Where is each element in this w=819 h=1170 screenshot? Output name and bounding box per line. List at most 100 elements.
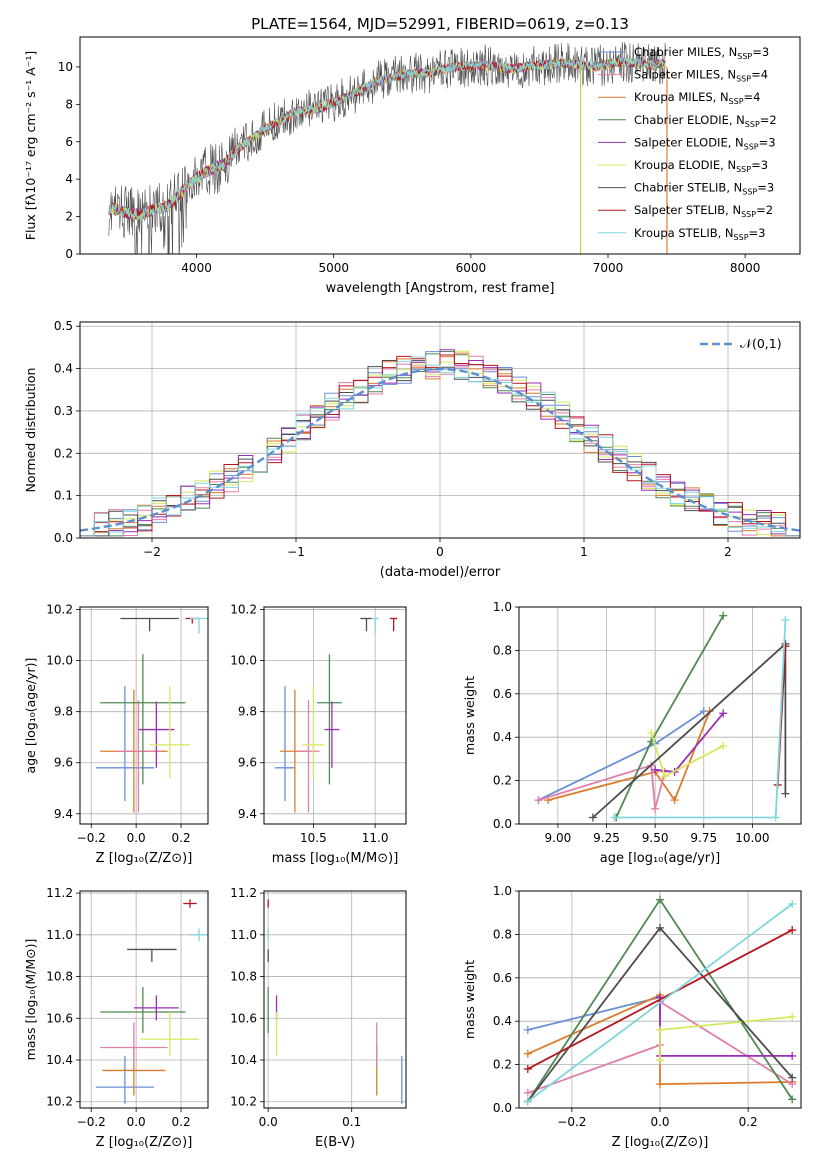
- x-tick-label: 0.0: [650, 1115, 669, 1129]
- y-axis-label: Normed distribution: [23, 368, 38, 493]
- weight-line-pink: [538, 764, 666, 810]
- histogram-step-red: [80, 354, 800, 537]
- weight_vs_Z-plot-area: [523, 895, 797, 1106]
- axes-frame: [518, 606, 802, 825]
- weight-marker: [788, 1073, 797, 1082]
- x-tick-label: 9.25: [593, 831, 620, 845]
- y-tick-label: 10.2: [230, 1095, 257, 1109]
- y-tick-label: 10.0: [46, 654, 73, 668]
- weight-marker: [719, 611, 728, 620]
- spectrum-panel: 4000 5000 6000 7000 8000 0 2 4 6 8 10 wavelength [A…: [23, 36, 801, 296]
- y-tick-label: 0.2: [54, 446, 73, 460]
- x-tick-label: 5000: [318, 261, 349, 275]
- y-tick-label: 11.0: [46, 928, 73, 942]
- legend-label: Chabrier ELODIE, NSSP=2: [634, 113, 777, 129]
- y-tick-label: 0.0: [493, 817, 512, 831]
- y-tick-label: 11.2: [46, 886, 73, 900]
- y-tick-label: 0.8: [493, 927, 512, 941]
- errorbar-point-green: [100, 654, 186, 785]
- errorbar-point-green: [317, 654, 342, 785]
- y-tick-label: 0.1: [54, 489, 73, 503]
- y-tick-label: 9.4: [54, 807, 73, 821]
- x-axis-label: E(B-V): [315, 1135, 355, 1150]
- errorbar-point-yellow: [140, 1012, 200, 1056]
- x-tick-label: 0.2: [172, 831, 191, 845]
- x-tick-label: 9.75: [690, 831, 717, 845]
- weight-marker: [523, 1088, 532, 1097]
- x-tick-label: 0: [436, 545, 444, 559]
- legend-label: Salpeter ELODIE, NSSP=3: [634, 135, 776, 151]
- y-tick-label: 0.5: [54, 319, 73, 333]
- x-tick-label: 8000: [730, 261, 761, 275]
- errorbar-point-yellow: [302, 686, 325, 779]
- y-axis-label: mass weight: [462, 960, 477, 1039]
- x-axis-label: mass [log₁₀(M/M⊙)]: [272, 851, 399, 866]
- weight-marker: [588, 813, 597, 822]
- errorbar-point-pink: [100, 1022, 168, 1067]
- weight-marker: [523, 1049, 532, 1058]
- axes-frame: [518, 890, 802, 1109]
- age_vs_Z-plot-area: [95, 617, 208, 813]
- y-tick-label: 0.6: [493, 687, 512, 701]
- y-tick-label: 0.4: [54, 362, 73, 376]
- weight-marker: [781, 789, 790, 798]
- y-axis-label: mass [log₁₀(M/M⊙)]: [23, 939, 38, 1061]
- y-axis-label: age [log₁₀(age/yr)]: [23, 658, 38, 774]
- y-tick-label: 10.8: [230, 970, 257, 984]
- weight-line-gray: [592, 641, 787, 819]
- x-axis-label: Z [log₁₀(Z/Z⊙)]: [96, 1135, 193, 1150]
- x-tick-label: 1: [580, 545, 588, 559]
- y-tick-label: 0.0: [493, 1101, 512, 1115]
- mass_vs_Z-panel: −0.2 0.0 0.2 10.2 10.4 10.6 10.8 11.0 11.2 Z [log…: [23, 886, 209, 1150]
- weight-marker: [523, 1097, 532, 1106]
- y-tick-label: 9.8: [54, 705, 73, 719]
- x-axis-label: wavelength [Angstrom, rest frame]: [326, 281, 555, 296]
- axes-frame: [263, 606, 407, 825]
- y-tick-label: 10.2: [46, 1095, 73, 1109]
- y-tick-label: 0: [65, 247, 73, 261]
- age_vs_mass-panel: 10.5 11.0 9.4 9.6 9.8 10.0 10.2 mass [log₁₀(M/M…: [230, 603, 407, 866]
- x-tick-label: 6000: [456, 261, 487, 275]
- weight-line-orange: [547, 710, 711, 802]
- weight-marker: [788, 1012, 797, 1021]
- axes-frame: [79, 321, 801, 539]
- legend-label: Chabrier STELIB, NSSP=3: [634, 181, 774, 197]
- legend-label: Kroupa ELODIE, NSSP=3: [634, 158, 768, 174]
- errorbar-point-cyan: [190, 617, 208, 634]
- errorbar-point-red: [183, 899, 197, 908]
- y-tick-label: 10: [58, 60, 73, 74]
- weight-line-cyan: [527, 903, 793, 1103]
- axes-frame: [79, 606, 209, 825]
- x-tick-label: −0.2: [557, 1115, 586, 1129]
- spectrum-plot-area: [108, 42, 668, 254]
- x-axis-label: Z [log₁₀(Z/Z⊙)]: [96, 851, 193, 866]
- axes-frame: [79, 890, 209, 1109]
- x-axis-label: age [log₁₀(age/yr)]: [600, 851, 721, 866]
- spectrum-line-cyan: [108, 56, 666, 221]
- x-tick-label: 0.2: [739, 1115, 758, 1129]
- weight-marker: [660, 772, 669, 781]
- x-axis-label: (data-model)/error: [380, 565, 501, 580]
- y-tick-label: 10.6: [46, 1011, 73, 1025]
- y-axis-label: mass weight: [462, 676, 477, 755]
- x-tick-label: −0.2: [77, 1115, 106, 1129]
- errorbar-point-purple: [138, 701, 175, 768]
- errorbar-point-yellow: [149, 686, 191, 779]
- x-tick-label: 9.50: [642, 831, 669, 845]
- weight-line-purple: [659, 997, 793, 1057]
- errorbar-point-purple: [133, 995, 179, 1021]
- x-tick-label: −2: [143, 545, 161, 559]
- age_vs_Z-panel: −0.2 0.0 0.2 9.4 9.6 9.8 10.0 10.2 Z [log₁₀(Z/Z⊙…: [23, 603, 209, 866]
- y-tick-label: 9.6: [238, 756, 257, 770]
- errorbar-point-pink: [297, 700, 320, 813]
- y-tick-label: 0.2: [493, 774, 512, 788]
- histogram-step-pink: [80, 355, 800, 537]
- y-tick-label: 2: [65, 210, 73, 224]
- y-tick-label: 11.2: [230, 886, 257, 900]
- errorbar-point-red: [185, 617, 200, 624]
- weight_vs_Z-panel: −0.2 0.0 0.2 0.0 0.2 0.4 0.6 0.8 1.0 Z [log₁₀(Z/Z…: [462, 884, 802, 1150]
- y-tick-label: 4: [65, 172, 73, 186]
- y-tick-label: 6: [65, 135, 73, 149]
- y-tick-label: 0.2: [493, 1058, 512, 1072]
